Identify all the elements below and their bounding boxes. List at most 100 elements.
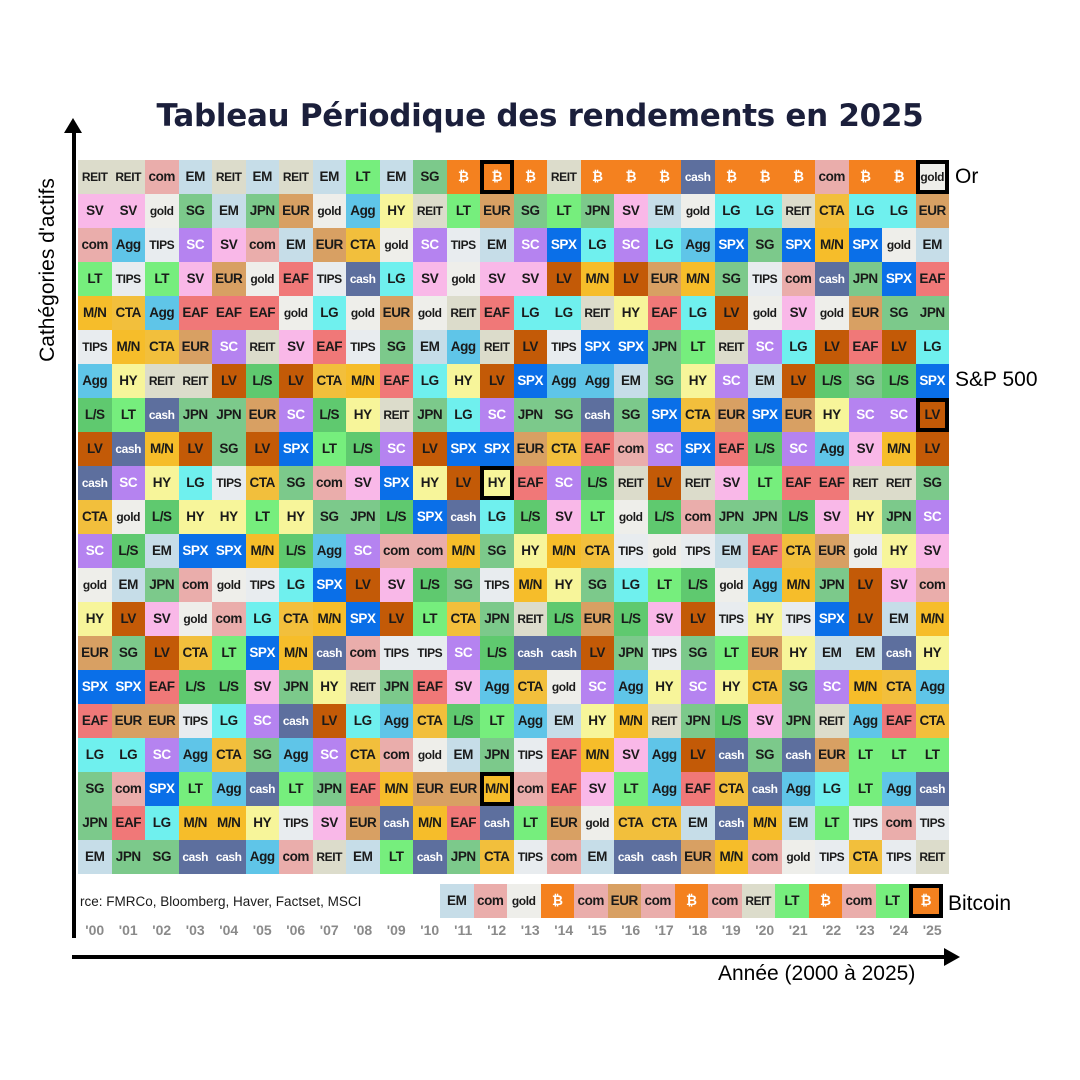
heatmap-cell: LT [212, 636, 246, 670]
heatmap-cell: LV [212, 364, 246, 398]
heatmap-cell: JPN [580, 194, 614, 228]
heatmap-cell: M/N [848, 670, 882, 704]
heatmap-cell: LV [915, 432, 949, 466]
heatmap-cell: LV [915, 398, 949, 432]
heatmap-cell: SV [614, 194, 648, 228]
heatmap-cell: TIPS [647, 636, 681, 670]
heatmap-cell: cash [513, 636, 547, 670]
heatmap-cell: SPX [547, 228, 581, 262]
heatmap-cell: com [882, 806, 916, 840]
heatmap-cell: gold [212, 568, 246, 602]
heatmap-cell: TIPS [614, 534, 648, 568]
heatmap-cell: TIPS [748, 262, 782, 296]
heatmap-cell: com [346, 636, 380, 670]
heatmap-cell: M/N [312, 602, 346, 636]
heatmap-cell: EAF [312, 330, 346, 364]
heatmap-cell: CTA [848, 840, 882, 874]
heatmap-cell: EUR [346, 806, 380, 840]
heatmap-cell: EUR [245, 398, 279, 432]
heatmap-cell: HY [815, 398, 849, 432]
source-row-cells: EM com gold ₿ com EUR com ₿ com REIT LT ₿ com LT ₿ [440, 884, 943, 918]
heatmap-cell: SV [815, 500, 849, 534]
heatmap-cell: EM [312, 160, 346, 194]
heatmap-cell: Agg [647, 772, 681, 806]
heatmap-cell: SV [614, 738, 648, 772]
heatmap-cell: TIPS [279, 806, 313, 840]
heatmap-cell: M/N [513, 568, 547, 602]
heatmap-cell: TIPS [915, 806, 949, 840]
heatmap-cell: L/S [178, 670, 212, 704]
heatmap-cell: SV [178, 262, 212, 296]
x-tick-label: '03 [185, 922, 205, 938]
heatmap-cell: L/S [714, 704, 748, 738]
heatmap-cell: TIPS [413, 636, 447, 670]
heatmap-cell: REIT [815, 704, 849, 738]
heatmap-cell: LV [815, 330, 849, 364]
heatmap-cell: CTA [915, 704, 949, 738]
heatmap-cell: EUR [915, 194, 949, 228]
heatmap-cell: HY [547, 568, 581, 602]
heatmap-cell: JPN [815, 568, 849, 602]
source-note: rce: FMRCo, Bloomberg, Haver, Factset, M… [80, 893, 362, 909]
heatmap-cell: HY [379, 194, 413, 228]
heatmap-cell: SG [513, 194, 547, 228]
heatmap-cell: EAF [647, 296, 681, 330]
heatmap-cell: SPX [915, 364, 949, 398]
heatmap-cell: EM [279, 228, 313, 262]
heatmap-cell: gold [815, 296, 849, 330]
x-tick-label: '04 [219, 922, 239, 938]
heatmap-cell: SG [614, 398, 648, 432]
heatmap-cell: cash [915, 772, 949, 806]
heatmap-cell: EUR [815, 534, 849, 568]
heatmap-cell: EAF [781, 466, 815, 500]
callout-gold: Or [955, 165, 979, 188]
heatmap-cell: CTA [446, 602, 480, 636]
heatmap-cell: com [815, 160, 849, 194]
heatmap-cell: SG [446, 568, 480, 602]
heatmap-cell: Agg [748, 568, 782, 602]
heatmap-cell: CTA [547, 432, 581, 466]
heatmap-cell: com [473, 884, 507, 918]
heatmap-cell: Agg [513, 704, 547, 738]
heatmap-cell: JPN [145, 568, 179, 602]
page-title: Tableau Périodique des rendements en 202… [156, 98, 924, 134]
heatmap-cell: LV [312, 704, 346, 738]
heatmap-cell: LT [580, 500, 614, 534]
heatmap-cell: REIT [614, 466, 648, 500]
heatmap-cell: SPX [446, 432, 480, 466]
heatmap-cell: com [145, 160, 179, 194]
heatmap-cell: LG [614, 568, 648, 602]
heatmap-cell: LG [212, 704, 246, 738]
heatmap-cell: SV [312, 806, 346, 840]
heatmap-cell: JPN [614, 636, 648, 670]
heatmap-cell: LT [882, 738, 916, 772]
heatmap-cell: EUR [111, 704, 145, 738]
heatmap-cell: Agg [882, 772, 916, 806]
heatmap-cell: SC [245, 704, 279, 738]
heatmap-cell: SC [480, 398, 514, 432]
heatmap-cell: LV [580, 636, 614, 670]
heatmap-cell: EM [446, 738, 480, 772]
heatmap-cell: EAF [446, 806, 480, 840]
heatmap-cell: CTA [413, 704, 447, 738]
heatmap-cell: cash [446, 500, 480, 534]
heatmap-cell: SC [580, 670, 614, 704]
heatmap-cell: cash [580, 398, 614, 432]
heatmap-cell: SV [413, 262, 447, 296]
heatmap-cell: M/N [580, 738, 614, 772]
heatmap-cell: EUR [714, 398, 748, 432]
heatmap-cell: TIPS [547, 330, 581, 364]
heatmap-cell: SPX [78, 670, 112, 704]
heatmap-cell: cash [379, 806, 413, 840]
heatmap-cell: cash [178, 840, 212, 874]
heatmap-cell: M/N [111, 330, 145, 364]
heatmap-cell: SV [279, 330, 313, 364]
heatmap-cell: EM [346, 840, 380, 874]
heatmap-cell: Agg [681, 228, 715, 262]
heatmap-cell: M/N [245, 534, 279, 568]
heatmap-cell: SPX [714, 228, 748, 262]
heatmap-cell: SC [178, 228, 212, 262]
heatmap-cell: HY [614, 296, 648, 330]
heatmap-cell: com [842, 884, 876, 918]
x-tick-label: '15 [587, 922, 607, 938]
